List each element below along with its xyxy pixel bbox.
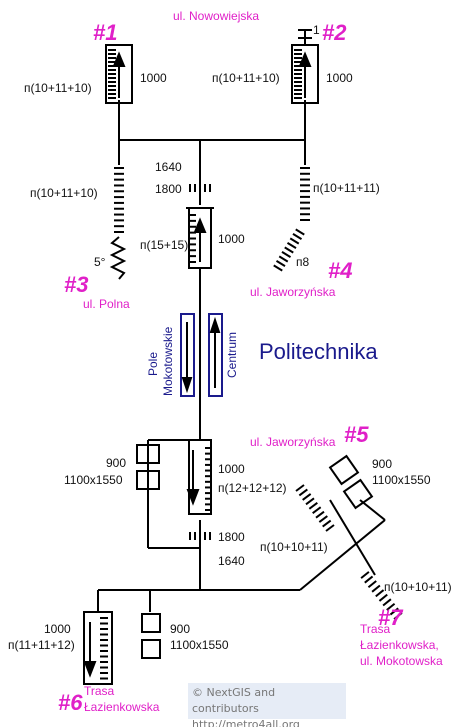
exit-5-900: 900 <box>372 457 392 471</box>
exit-4-diag-step <box>274 265 283 270</box>
exit-7-stair-step <box>361 572 369 578</box>
exit-3-angle: 5° <box>94 255 106 269</box>
exit-4-stairs: п(10+11+11) <box>313 181 380 195</box>
exit-4-diag-step <box>279 256 288 261</box>
exit-5-stair-step <box>303 494 311 500</box>
lower-1640: 1640 <box>218 554 245 568</box>
exit-5-stairs: п(10+10+11) <box>260 540 328 554</box>
exit-7-stair-step <box>372 586 380 592</box>
credits-box: © NextGIS and contributors http://metro4… <box>188 683 346 719</box>
exit-5-stair-step <box>299 489 307 495</box>
width-1640: 1640 <box>155 160 182 174</box>
exit-6-size: 1100x1550 <box>170 638 229 652</box>
exit-4-diag-step <box>296 229 305 234</box>
street-6-a: Trasa <box>84 684 115 698</box>
exit-5-stair-step <box>319 516 327 522</box>
exit-2-number: #2 <box>322 20 347 45</box>
platforms <box>181 314 222 396</box>
lower-900: 900 <box>106 456 126 470</box>
exit-3-zigzag <box>112 237 124 279</box>
direction-mokotowskie: Mokotowskie <box>161 326 175 396</box>
station-name: Politechnika <box>259 339 378 364</box>
street-jaworzynska-lower: ul. Jaworzyńska <box>250 435 336 449</box>
exit-6-esc: 1000 <box>44 622 71 636</box>
exit-7-stair-step <box>368 581 376 587</box>
street-7-c: ul. Mokotowska <box>360 654 443 668</box>
exit-5-stair-step <box>309 503 317 509</box>
exit-3-stairs: п(10+11+10) <box>30 186 98 200</box>
direction-pole: Pole <box>146 352 160 376</box>
exit-7-stair-step <box>379 595 387 601</box>
lower-size: 1100x1550 <box>64 473 123 487</box>
exit-2-esc: 1000 <box>326 71 353 85</box>
exit-4-diag-step <box>276 261 285 266</box>
direction-centrum: Centrum <box>225 332 239 378</box>
exit-3-number: #3 <box>64 272 88 297</box>
street-jaworzynska-upper: ul. Jaworzyńska <box>250 285 336 299</box>
exit-6-900: 900 <box>170 622 190 636</box>
exit-2-one: 1 <box>313 23 320 37</box>
street-polna: ul. Polna <box>83 297 130 311</box>
exit-4-diag-step <box>285 247 294 252</box>
credits-line-1: © NextGIS and contributors <box>192 685 342 717</box>
exit-5-stair-step <box>296 485 304 491</box>
lower-1800: 1800 <box>218 530 245 544</box>
exit-5-stair-step <box>313 507 321 513</box>
exit-2-stairs: п(10+11+10) <box>212 71 280 85</box>
street-7-b: Łazienkowska, <box>360 638 439 652</box>
exit-7-stair-step <box>365 576 373 582</box>
exit-5-stair-step <box>316 512 324 518</box>
exit-4-diag-step <box>287 243 296 248</box>
exit-5-stair-step <box>326 525 334 531</box>
street-nowowiejska: ul. Nowowiejska <box>173 9 259 23</box>
exit-7-stair-step <box>376 590 384 596</box>
exit-4-diag-step <box>282 252 291 257</box>
exit-5-number: #5 <box>344 422 369 447</box>
street-6-b: Łazienkowska <box>84 700 160 714</box>
exit-4-p8: п8 <box>296 255 309 269</box>
exit-1-number: #1 <box>93 20 117 45</box>
upper-esc: 1000 <box>218 232 245 246</box>
street-7-a: Trasa <box>360 622 391 636</box>
exit-4-diag-step <box>293 234 302 239</box>
exit-1-stairs: п(10+11+10) <box>24 81 92 95</box>
width-1800: 1800 <box>155 182 182 196</box>
credits-line-2: http://metro4all.org <box>192 717 342 727</box>
exit-6-stairs: п(11+11+12) <box>8 638 75 652</box>
lower-esc: 1000 <box>218 462 245 476</box>
exit-6-number: #6 <box>58 690 83 715</box>
lower-stairs: п(12+12+12) <box>218 481 287 495</box>
exit-7-stairs: п(10+10+11) <box>384 580 452 594</box>
exit-4-diag-step <box>290 238 299 243</box>
exit-5-stair-step <box>323 521 331 527</box>
exit-1-esc: 1000 <box>140 71 167 85</box>
exit-5-stair-step <box>306 498 314 504</box>
exit-5-size: 1100x1550 <box>372 473 431 487</box>
exit-4-number: #4 <box>328 258 352 283</box>
upper-stairs: п(15+15) <box>140 238 188 252</box>
